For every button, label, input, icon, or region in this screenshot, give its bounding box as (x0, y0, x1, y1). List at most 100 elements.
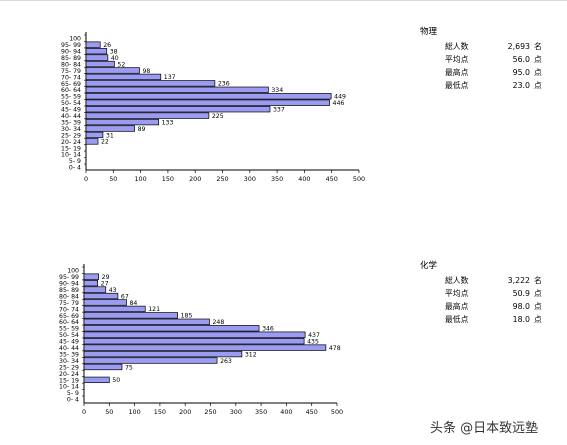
chart-1-stat-label: 最高点 (445, 67, 469, 77)
chart-1-bar (85, 60, 115, 68)
chart-1-data-label: 334 (271, 87, 283, 94)
chart-2-data-label: 27 (101, 280, 109, 287)
chart-1-category-label: 10- 14 (61, 152, 81, 159)
chart-2-x-tick-label: 500 (331, 408, 343, 416)
chart-1-bar (85, 80, 216, 87)
chart-2-data-label: 84 (130, 300, 138, 307)
chart-2-x-tick-label: 200 (179, 408, 191, 416)
chart-1-data-label: 40 (111, 55, 119, 62)
chart-2-category-label: 40- 44 (59, 345, 79, 352)
chart-2-x-tick-label: 150 (154, 408, 166, 416)
chart-2-category-label: 85- 89 (59, 287, 79, 294)
chart-2-data-label: 67 (121, 293, 129, 300)
chart-2-bar (83, 286, 107, 293)
chart-1-data-label: 26 (103, 42, 111, 49)
chart-1-bar (85, 125, 135, 132)
chart-2-category-label: 50- 54 (59, 332, 79, 339)
chart-1-category-label: 90- 94 (61, 49, 81, 56)
chart-1-data-label: 22 (101, 139, 109, 146)
chart-2-data-label: 50 (112, 377, 120, 384)
chart-1-stat-unit: 点 (534, 81, 542, 90)
chart-2-category-label: 10- 14 (59, 384, 79, 391)
chart-2-bar (83, 376, 110, 384)
top-divider (0, 0, 567, 1)
chart-1-data-label: 98 (143, 68, 151, 75)
chart-1-subject-title: 物理 (420, 26, 438, 37)
chart-2-data-label: 185 (181, 313, 193, 320)
chart-2-bar (83, 344, 327, 351)
chart-2-bar (83, 292, 119, 300)
chart-1-x-tick-label: 200 (189, 175, 201, 183)
chart-1-category-label: 15- 19 (61, 145, 81, 152)
chart-2-bar (83, 318, 210, 325)
chart-1-x-tick-label: 350 (271, 175, 283, 183)
chart-1-bar (85, 41, 101, 48)
chart-2-bar (83, 350, 243, 358)
chart-1-category-label: 60- 64 (61, 87, 81, 94)
chart-2-stat-label: 平均点 (445, 288, 469, 298)
chart-1-x-tick-label: 0 (84, 175, 88, 183)
chart-2-x-tick-label: 50 (105, 408, 113, 416)
chart-1-bar (85, 93, 332, 100)
watermark: 头条 @日本致远塾 (430, 421, 539, 436)
chart-2-category-label: 30- 34 (59, 358, 79, 365)
chart-1-bar (85, 106, 271, 113)
chart-2-stat-value: 18.0 (513, 315, 530, 324)
chart-1-x-tick-label: 250 (216, 175, 228, 183)
chart-1-category-label: 5- 9 (69, 158, 81, 165)
chart-1-stat-value: 2,693 (508, 42, 530, 51)
chart-2-bar (83, 279, 99, 287)
chart-2-x-tick-label: 0 (82, 408, 86, 416)
chart-1-category-label: 100 (69, 36, 81, 43)
chart-1-data-label: 31 (106, 132, 114, 139)
chart-2-stat-label: 総人数 (445, 275, 469, 285)
chart-1-stat-value: 95.0 (513, 68, 530, 77)
chart-1-stat-unit: 点 (534, 68, 542, 77)
chart-2-stat-label: 最高点 (445, 301, 469, 311)
chart-2-stat-unit: 名 (534, 275, 542, 285)
chart-1-category-label: 20- 24 (61, 139, 81, 146)
chart-2-data-label: 29 (102, 274, 110, 281)
chart-1-category-label: 30- 34 (61, 126, 81, 133)
chart-1-bar (85, 99, 330, 106)
chart-2-category-label: 25- 29 (59, 364, 79, 371)
chart-2-category-label: 0- 4 (67, 397, 79, 404)
chart-1-category-label: 0- 4 (69, 165, 81, 172)
chart-1-bar (85, 47, 108, 55)
chart-2-bar (83, 305, 146, 313)
chart-1-category-label: 35- 39 (61, 119, 81, 126)
chart-2-category-label: 65- 69 (59, 313, 79, 320)
chart-2-x-tick-label: 450 (306, 408, 318, 416)
chart-1-stat-label: 総人数 (445, 41, 469, 51)
chart-2-bar (83, 299, 127, 306)
chart-1-data-label: 137 (164, 74, 176, 81)
chart-1-data-label: 337 (273, 106, 285, 113)
chart-2-x-tick-label: 400 (280, 408, 292, 416)
chart-1-data-label: 449 (334, 94, 346, 101)
chart-2-bar (83, 331, 306, 338)
chart-1-category-label: 25- 29 (61, 132, 81, 139)
chart-1-stat-value: 56.0 (513, 55, 530, 64)
chart-2-data-label: 312 (245, 351, 257, 358)
chart-2-data-label: 75 (125, 364, 133, 371)
chart-2-category-label: 45- 49 (59, 339, 79, 346)
chart-2-category-label: 70- 74 (59, 306, 79, 313)
chart-1-category-label: 65- 69 (61, 81, 81, 88)
chart-2-stat-unit: 点 (534, 289, 542, 298)
chart-2-subject-title: 化学 (420, 260, 438, 271)
chart-1-data-label: 225 (212, 113, 224, 120)
chart-2-category-label: 90- 94 (59, 281, 79, 288)
chart-2-category-label: 35- 39 (59, 351, 79, 358)
chart-1-x-tick-label: 150 (162, 175, 174, 183)
chart-2-data-label: 263 (220, 358, 232, 365)
chart-1-data-label: 133 (162, 119, 174, 126)
chart-2-data-label: 248 (212, 319, 224, 326)
chart-2-data-label: 43 (109, 287, 117, 294)
chart-2-bar (83, 357, 218, 364)
chart-1-bar (85, 86, 269, 93)
chart-2-bar (83, 338, 305, 345)
chart-2-stat-unit: 点 (534, 302, 542, 311)
chart-1-data-label: 236 (218, 81, 230, 88)
chart-2-stat-value: 50.9 (513, 289, 530, 298)
